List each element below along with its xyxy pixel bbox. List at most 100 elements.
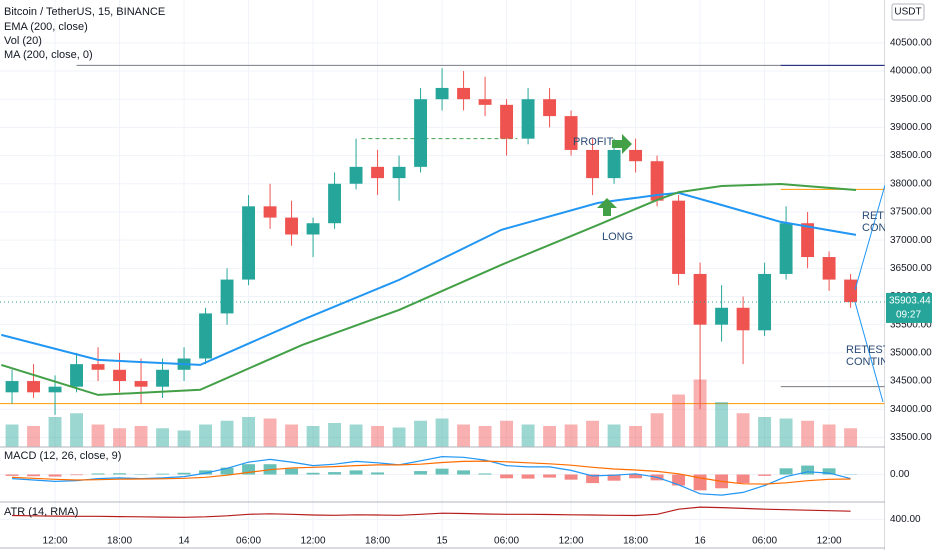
volume-bar: [350, 425, 363, 448]
candle-body: [307, 223, 320, 234]
macd-histogram: [328, 472, 341, 474]
candle-body: [70, 364, 83, 387]
volume-bar: [457, 425, 470, 448]
candle-body: [264, 206, 277, 217]
y-tick-label: 0.00: [890, 469, 910, 480]
candle-body: [500, 105, 513, 139]
macd-histogram: [285, 469, 298, 475]
candle-body: [586, 150, 599, 178]
y-tick-label: 400.00: [890, 514, 921, 525]
candle-body: [479, 99, 492, 105]
volume-bar: [242, 417, 255, 447]
x-tick-label: 06:00: [236, 536, 261, 547]
volume-bar: [823, 425, 836, 448]
volume-bar: [608, 425, 621, 448]
volume-bar: [543, 426, 556, 447]
currency: USDT: [894, 7, 921, 18]
volume-bar: [156, 428, 169, 447]
macd-histogram: [307, 473, 320, 475]
volume-bar: [285, 425, 298, 448]
candle-body: [780, 223, 793, 274]
y-tick-label: 39000.00: [890, 122, 932, 133]
x-tick-label: 18:00: [365, 536, 390, 547]
candle-body: [844, 280, 857, 303]
macd-histogram: [178, 473, 191, 475]
candle-body: [457, 88, 470, 99]
x-tick-label: 12:00: [817, 536, 842, 547]
volume-bar: [371, 426, 384, 447]
macd-histogram: [113, 473, 126, 474]
volume-bar: [70, 413, 83, 447]
volume-bar: [565, 425, 578, 448]
macd-histogram: [414, 471, 427, 474]
volume-bar: [780, 419, 793, 448]
candle-body: [156, 370, 169, 387]
macd-histogram: [479, 473, 492, 474]
annotation: PROFIT: [573, 136, 614, 148]
volume-bar: [27, 426, 40, 447]
y-tick-label: 37500.00: [890, 207, 932, 218]
y-tick-label: 40000.00: [890, 66, 932, 77]
x-tick-label: 12:00: [559, 536, 584, 547]
macd-histogram: [6, 475, 19, 476]
candle-body: [49, 387, 62, 393]
volume-bar: [436, 419, 449, 448]
legend-entry: MA (200, close, 0): [4, 49, 93, 61]
candle-body: [285, 218, 298, 235]
macd-histogram: [371, 472, 384, 474]
countdown: 09:27: [896, 310, 921, 321]
annotation: RETEST: [846, 344, 890, 356]
x-tick-label: 12:00: [301, 536, 326, 547]
candle-body: [92, 364, 105, 370]
candle-body: [393, 167, 406, 178]
x-tick-label: 16: [695, 536, 707, 547]
volume-bar: [113, 428, 126, 447]
candle-body: [608, 150, 621, 178]
x-tick-label: 18:00: [623, 536, 648, 547]
volume-bar: [522, 425, 535, 448]
y-tick-label: 36500.00: [890, 263, 932, 274]
candle-body: [414, 99, 427, 167]
macd-histogram: [500, 475, 513, 479]
macd-histogram: [436, 469, 449, 475]
macd-histogram: [70, 475, 83, 476]
candle-body: [672, 201, 685, 274]
candle-body: [694, 274, 707, 325]
y-tick-label: 35000.00: [890, 348, 932, 359]
volume-bar: [500, 421, 513, 447]
candle-body: [27, 381, 40, 392]
volume-bar: [479, 426, 492, 447]
candle-body: [221, 280, 234, 314]
chart-title: Bitcoin / TetherUS, 15, BINANCE: [4, 6, 165, 18]
volume-bar: [393, 428, 406, 448]
volume-bar: [414, 421, 427, 447]
volume-bar: [135, 426, 148, 447]
legend-entry: Vol (20): [4, 35, 42, 47]
y-tick-label: 34500.00: [890, 376, 932, 387]
candle-body: [715, 308, 728, 325]
volume-bar: [264, 419, 277, 448]
y-tick-label: 40500.00: [890, 37, 932, 48]
x-tick-label: 06:00: [494, 536, 519, 547]
x-tick-label: 12:00: [43, 536, 68, 547]
volume-bar: [715, 402, 728, 447]
volume-bar: [586, 421, 599, 447]
candle-body: [543, 99, 556, 116]
candle-body: [436, 88, 449, 99]
pane-title: MACD (12, 26, close, 9): [4, 450, 121, 462]
volume-bar: [801, 421, 814, 447]
macd-histogram: [565, 475, 578, 480]
candle-body: [629, 150, 642, 161]
legend-entry: EMA (200, close): [4, 21, 88, 33]
macd-histogram: [49, 475, 62, 477]
candle-body: [113, 370, 126, 381]
macd-histogram: [350, 470, 363, 474]
pane-title: ATR (14, RMA): [4, 506, 78, 518]
macd-histogram: [457, 470, 470, 474]
y-tick-label: 37000.00: [890, 235, 932, 246]
macd-histogram: [758, 475, 771, 476]
volume-bar: [672, 395, 685, 448]
volume-bar: [92, 425, 105, 448]
candle-body: [328, 184, 341, 223]
macd-histogram: [92, 473, 105, 474]
